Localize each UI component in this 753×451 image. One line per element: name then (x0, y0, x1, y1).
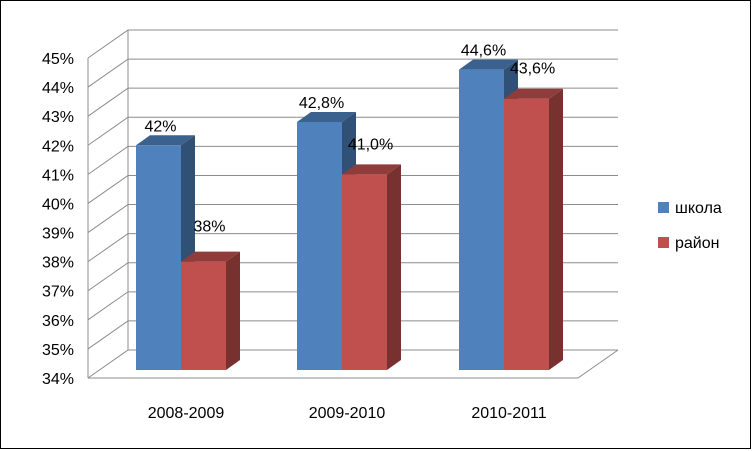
grid-layer (87, 29, 619, 379)
bar-top (136, 135, 195, 146)
bar-top (504, 88, 563, 99)
x-axis-ticks: 2008-2009 2009-2010 2010-2011 (148, 405, 547, 422)
data-label: 43,6% (510, 61, 555, 78)
y-tick-label: 41% (42, 167, 74, 184)
bar-top (342, 164, 401, 175)
y-tick-label: 43% (42, 109, 74, 126)
x-tick-label: 2009-2010 (309, 405, 386, 422)
y-tick-label: 44% (42, 80, 74, 97)
legend-label: школа (675, 200, 722, 217)
y-tick-label: 36% (42, 313, 74, 330)
bar-top (181, 251, 240, 262)
bar-shkola-2008-2009 (136, 135, 195, 370)
x-tick-label: 2010-2011 (471, 405, 546, 422)
data-labels: 42% 38% 42,8% 41,0% 44,6%43,6% (144, 43, 555, 236)
bar-side (226, 251, 240, 370)
y-axis-ticks: 34% 35% 36% 37% 38% 39% 40% 41% 42% 43% 44% 45% (42, 51, 74, 388)
y-tick-label: 40% (42, 196, 74, 213)
data-label: 44,6% (461, 43, 506, 60)
y-tick-label: 38% (42, 255, 74, 272)
bar-front (342, 174, 387, 370)
y-tick-label: 35% (42, 342, 74, 359)
data-label: 38% (193, 219, 225, 236)
legend-label: район (675, 235, 719, 252)
bar-front (504, 98, 549, 371)
data-label: 42,8% (299, 95, 344, 112)
y-tick-label: 39% (42, 226, 74, 243)
bar-top (297, 112, 356, 122)
gridline (87, 29, 618, 59)
y-tick-label: 37% (42, 284, 74, 301)
data-label: 41,0% (348, 136, 393, 153)
legend-swatch (658, 202, 669, 213)
bar-front (136, 145, 181, 370)
legend: школа район (658, 200, 722, 252)
bar-front (297, 122, 342, 370)
bar-front (181, 261, 226, 370)
bar-side (387, 164, 401, 370)
bar-raion-2010-2011 (504, 88, 563, 371)
bar-front (459, 69, 504, 371)
data-label: 42% (144, 118, 176, 135)
legend-swatch (658, 237, 669, 248)
y-tick-label: 45% (42, 51, 74, 68)
floor-edge (88, 349, 619, 379)
bar-raion-2008-2009 (181, 251, 240, 370)
bar-top (459, 59, 518, 70)
bar-side (549, 88, 563, 371)
y-tick-label: 34% (42, 371, 74, 388)
bar-layer (136, 59, 563, 371)
bar-raion-2009-2010 (342, 164, 401, 370)
y-tick-label: 42% (42, 138, 74, 155)
x-tick-label: 2008-2009 (148, 405, 225, 422)
